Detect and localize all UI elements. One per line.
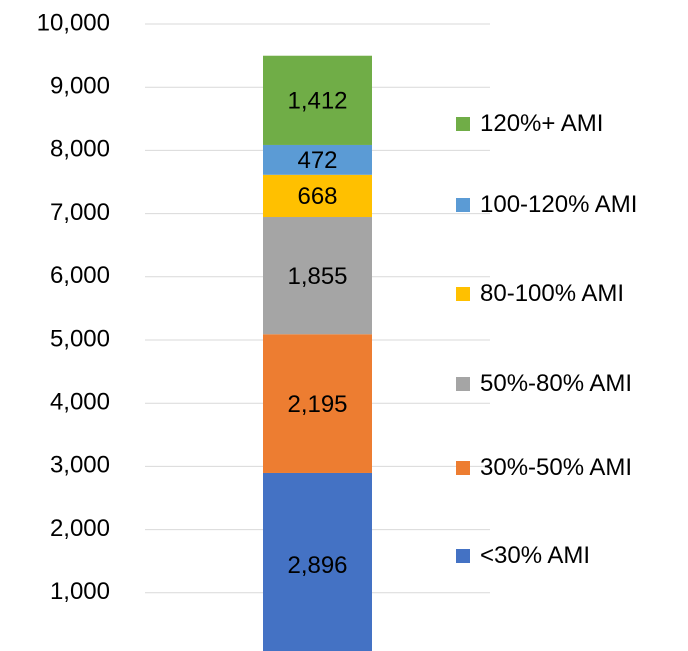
legend-item: 30%-50% AMI — [456, 450, 680, 485]
legend-item: 80-100% AMI — [456, 276, 680, 311]
legend-swatch — [456, 117, 470, 131]
legend-swatch — [456, 198, 470, 212]
legend-swatch — [456, 549, 470, 563]
bar-segment — [263, 174, 372, 218]
y-tick-label: 5,000 — [50, 325, 110, 352]
legend-label: 100-120% AMI — [480, 191, 638, 218]
legend-item: 50%-80% AMI — [456, 366, 680, 401]
y-tick-label: 6,000 — [50, 262, 110, 289]
bar-segment — [263, 217, 372, 335]
data-label: 1,412 — [287, 88, 347, 115]
y-tick-label: 7,000 — [50, 199, 110, 226]
legend-swatch — [456, 461, 470, 475]
legend-label: <30% AMI — [480, 542, 591, 569]
bar-segment — [263, 144, 372, 175]
data-label: 2,195 — [287, 391, 347, 418]
bar-segment — [263, 55, 372, 145]
data-label: 1,855 — [287, 263, 347, 290]
legend-label: 120%+ AMI — [480, 110, 604, 137]
y-tick-label: 3,000 — [50, 452, 110, 479]
y-tick-label: 9,000 — [50, 73, 110, 100]
y-tick-label: 10,000 — [37, 9, 110, 36]
legend-label: 50%-80% AMI — [480, 370, 633, 397]
y-tick-label: 1,000 — [50, 578, 110, 605]
data-label: 472 — [297, 147, 337, 174]
bar-segment — [263, 334, 372, 473]
legend-swatch — [456, 377, 470, 391]
legend-label: 80-100% AMI — [480, 280, 625, 307]
legend-label: 30%-50% AMI — [480, 454, 633, 481]
legend-item: <30% AMI — [456, 538, 680, 573]
data-label: 2,896 — [287, 552, 347, 579]
y-tick-label: 4,000 — [50, 389, 110, 416]
y-tick-label: 8,000 — [50, 136, 110, 163]
legend-item: 100-120% AMI — [456, 187, 680, 222]
legend-item: 120%+ AMI — [456, 106, 680, 141]
y-tick-label: 2,000 — [50, 515, 110, 542]
legend-swatch — [456, 287, 470, 301]
data-label: 668 — [297, 183, 337, 210]
bar-segment — [263, 472, 372, 651]
